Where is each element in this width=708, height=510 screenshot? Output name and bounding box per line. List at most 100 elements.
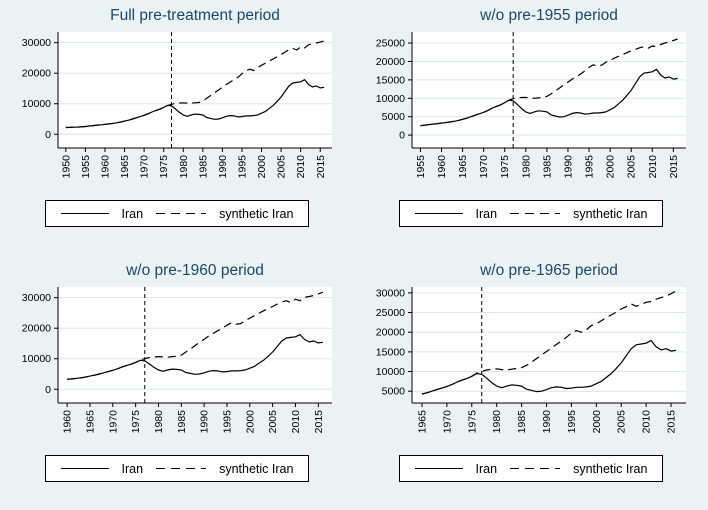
- line-chart-wo-pre-1955: 0 5000 10000 15000 20000 25000 1955 1960 1965 197…: [376, 32, 686, 178]
- y-tick-labels: 0 10000 20000 30000: [22, 37, 58, 141]
- svg-text:1980: 1980: [178, 155, 190, 179]
- svg-text:2000: 2000: [256, 155, 268, 179]
- svg-text:1990: 1990: [199, 410, 211, 434]
- synthetic-iran-series-line: [67, 291, 324, 380]
- axes: [57, 32, 332, 149]
- svg-text:1960: 1960: [99, 155, 111, 179]
- iran-legend-label: Iran: [475, 461, 498, 476]
- axes: [57, 287, 332, 404]
- line-chart-wo-pre-1960: 0 10000 20000 30000 1960 1965 1970 1975 1980 1985…: [22, 287, 332, 433]
- svg-text:1985: 1985: [197, 155, 209, 179]
- svg-text:1985: 1985: [176, 410, 188, 434]
- svg-text:30000: 30000: [22, 37, 51, 49]
- iran-legend-label: Iran: [121, 206, 144, 221]
- axes: [411, 32, 686, 149]
- panel-wo-pre-1960: w/o pre-1960 period 0 10000 20000 30000 1960…: [0, 255, 354, 510]
- svg-text:1965: 1965: [457, 155, 469, 179]
- panel-full-pretreatment: Full pre-treatment period 0 10000 20000 300…: [0, 0, 354, 255]
- svg-text:1975: 1975: [499, 155, 511, 179]
- svg-text:2015: 2015: [313, 410, 325, 434]
- iran-line-sample: [414, 212, 463, 215]
- svg-text:20000: 20000: [22, 323, 51, 335]
- svg-text:25000: 25000: [376, 38, 405, 50]
- chart-title: w/o pre-1965 period: [480, 262, 618, 279]
- svg-text:1970: 1970: [107, 410, 119, 434]
- iran-line-sample: [60, 212, 109, 215]
- synthetic-iran-legend-label: synthetic Iran: [573, 206, 648, 221]
- svg-text:1975: 1975: [130, 410, 142, 434]
- chart-legend: Iran synthetic Iran: [399, 200, 663, 227]
- svg-text:30000: 30000: [22, 292, 51, 304]
- iran-legend-label: Iran: [121, 461, 144, 476]
- svg-text:1995: 1995: [566, 410, 578, 434]
- svg-text:0: 0: [45, 384, 51, 396]
- svg-text:1985: 1985: [516, 410, 528, 434]
- x-tick-labels: 1950 1955 1960 1965 1970 1975 1980 1985 1990 1995…: [60, 148, 327, 179]
- panel-wo-pre-1965: w/o pre-1965 period 5000 10000 15000 20000 2…: [354, 255, 708, 510]
- svg-text:1990: 1990: [541, 410, 553, 434]
- svg-text:1995: 1995: [236, 155, 248, 179]
- synthetic-iran-series-line: [65, 40, 325, 129]
- synthetic-iran-line-sample: [156, 212, 207, 215]
- svg-text:30000: 30000: [376, 287, 405, 299]
- svg-text:5000: 5000: [382, 386, 406, 398]
- svg-text:2010: 2010: [295, 155, 307, 179]
- svg-text:2005: 2005: [626, 155, 638, 179]
- synthetic-iran-line-sample: [156, 467, 207, 470]
- svg-text:1955: 1955: [415, 155, 427, 179]
- y-gridlines: [412, 42, 686, 136]
- line-chart-full-pretreatment: 0 10000 20000 30000 1950 1955 1960 1965 1970 1975…: [22, 32, 332, 179]
- svg-text:1975: 1975: [466, 410, 478, 434]
- svg-text:10000: 10000: [376, 93, 405, 105]
- svg-text:15000: 15000: [376, 346, 405, 358]
- svg-text:1960: 1960: [436, 155, 448, 179]
- svg-text:20000: 20000: [376, 327, 405, 339]
- svg-text:2015: 2015: [315, 155, 327, 179]
- chart-legend: Iran synthetic Iran: [45, 200, 309, 227]
- svg-text:20000: 20000: [22, 68, 51, 80]
- y-tick-labels: 0 5000 10000 15000 20000 25000: [376, 38, 412, 142]
- synthetic-iran-line-sample: [510, 467, 561, 470]
- svg-text:2015: 2015: [668, 155, 680, 179]
- svg-text:2005: 2005: [276, 155, 288, 179]
- svg-text:10000: 10000: [22, 98, 51, 110]
- svg-text:1970: 1970: [478, 155, 490, 179]
- svg-text:1970: 1970: [441, 410, 453, 434]
- svg-text:1975: 1975: [158, 155, 170, 179]
- x-tick-labels: 1960 1965 1970 1975 1980 1985 1990 1995 2000 2005…: [62, 403, 325, 433]
- axes: [411, 287, 686, 404]
- svg-text:1965: 1965: [84, 410, 96, 434]
- plot-area: [412, 287, 686, 403]
- svg-text:1965: 1965: [416, 410, 428, 434]
- svg-text:2000: 2000: [591, 410, 603, 434]
- svg-text:10000: 10000: [376, 366, 405, 378]
- svg-text:1960: 1960: [62, 410, 74, 434]
- synthetic-iran-series-line: [420, 38, 678, 127]
- chart-title: Full pre-treatment period: [110, 7, 280, 24]
- svg-text:1990: 1990: [217, 155, 229, 179]
- line-chart-wo-pre-1965: 5000 10000 15000 20000 25000 30000 1965 1970 197…: [376, 287, 686, 434]
- svg-text:1990: 1990: [562, 155, 574, 179]
- svg-text:1955: 1955: [80, 155, 92, 179]
- svg-text:20000: 20000: [376, 56, 405, 68]
- svg-text:1980: 1980: [520, 155, 532, 179]
- svg-text:25000: 25000: [376, 307, 405, 319]
- x-tick-labels: 1955 1960 1965 1970 1975 1980 1985 1990 1995 2000…: [415, 148, 680, 178]
- y-tick-labels: 5000 10000 15000 20000 25000 30000: [376, 287, 412, 398]
- synthetic-iran-legend-label: synthetic Iran: [573, 461, 648, 476]
- iran-line-sample: [60, 467, 109, 470]
- svg-text:2010: 2010: [290, 410, 302, 434]
- svg-text:2000: 2000: [244, 410, 256, 434]
- svg-text:2000: 2000: [605, 155, 617, 179]
- svg-text:2015: 2015: [666, 410, 678, 434]
- svg-text:1995: 1995: [584, 155, 596, 179]
- svg-text:0: 0: [45, 129, 51, 141]
- y-gridlines: [412, 292, 686, 392]
- svg-text:10000: 10000: [22, 353, 51, 365]
- chart-title: w/o pre-1955 period: [480, 7, 618, 24]
- svg-text:1995: 1995: [221, 410, 233, 434]
- plot-area: [412, 32, 686, 148]
- synthetic-iran-legend-label: synthetic Iran: [219, 461, 294, 476]
- plot-area: [58, 32, 332, 148]
